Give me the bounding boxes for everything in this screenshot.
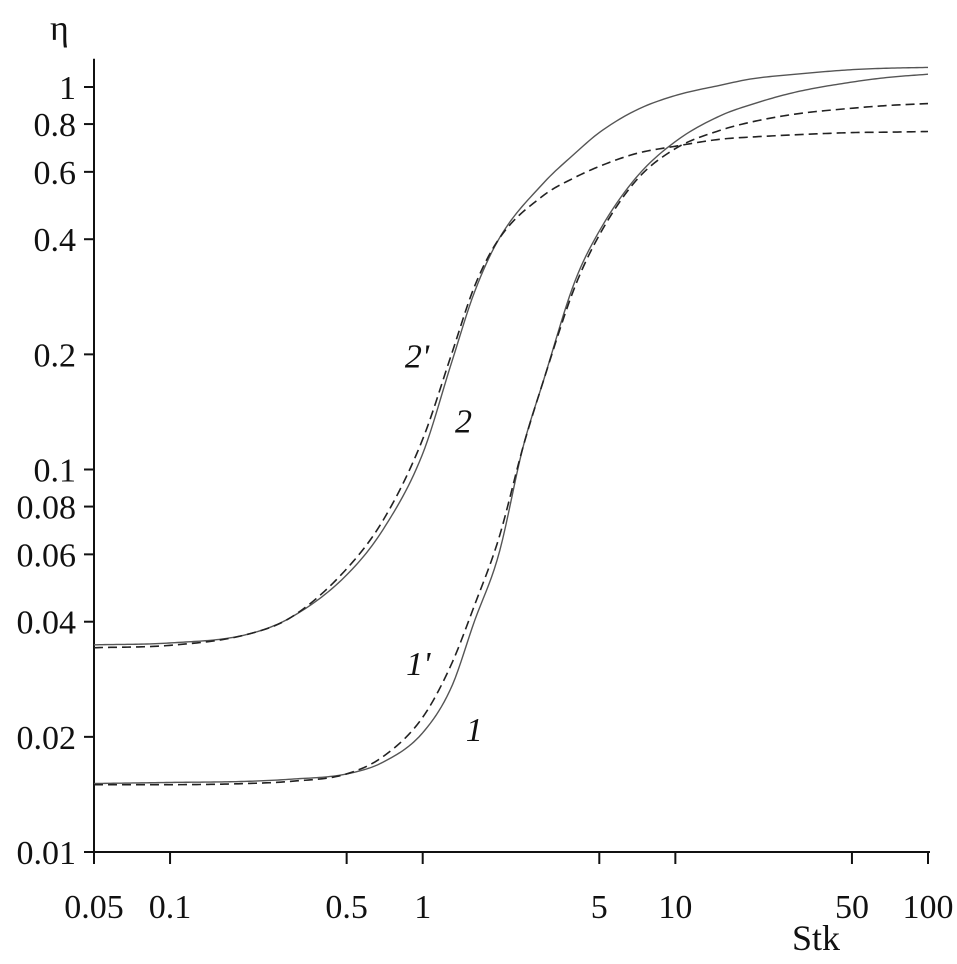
x-ticks: 0.05 0.1 0.5 1 5 10 50 100 <box>64 852 954 926</box>
y-tick-label: 0.1 <box>34 453 77 490</box>
curve-label: 2' <box>405 338 430 375</box>
x-axis-title: Stk <box>792 918 840 958</box>
curve-label: 2 <box>455 403 472 440</box>
series-curve-1 <box>93 73 929 785</box>
series-curve-2 <box>93 66 929 646</box>
curve-labels: 1 1' 2 2' <box>405 338 483 749</box>
series-curve-1-prime <box>94 102 929 786</box>
x-tick-label: 10 <box>658 889 692 926</box>
x-tick-label: 1 <box>414 889 431 926</box>
y-tick-label: 0.4 <box>34 222 77 259</box>
x-tick-label: 0.05 <box>64 889 124 926</box>
y-tick-label: 1 <box>59 70 76 107</box>
y-tick-label: 0.6 <box>34 155 77 192</box>
y-tick-label: 0.02 <box>17 720 77 757</box>
y-axis-title: η <box>50 8 69 48</box>
x-tick-label: 100 <box>903 889 954 926</box>
y-tick-label: 0.04 <box>17 605 77 642</box>
series-group <box>93 66 929 786</box>
y-tick-label: 0.06 <box>17 537 77 574</box>
x-tick-label: 50 <box>835 889 869 926</box>
series-curve-2-prime <box>93 130 929 649</box>
y-ticks: 0.01 0.02 0.04 0.06 0.080.1 0.2 0.4 0.6 0.81 <box>17 70 94 872</box>
y-tick-label: 0.08 <box>17 490 77 527</box>
x-tick-label: 5 <box>591 889 608 926</box>
y-tick-label: 0.8 <box>34 107 77 144</box>
curve-label: 1' <box>406 646 431 683</box>
curve-label: 1 <box>466 712 483 749</box>
y-tick-label: 0.2 <box>34 337 77 374</box>
axes <box>93 58 930 856</box>
x-tick-label: 0.5 <box>325 889 368 926</box>
y-tick-label: 0.01 <box>17 835 77 872</box>
x-tick-label: 0.1 <box>149 889 192 926</box>
